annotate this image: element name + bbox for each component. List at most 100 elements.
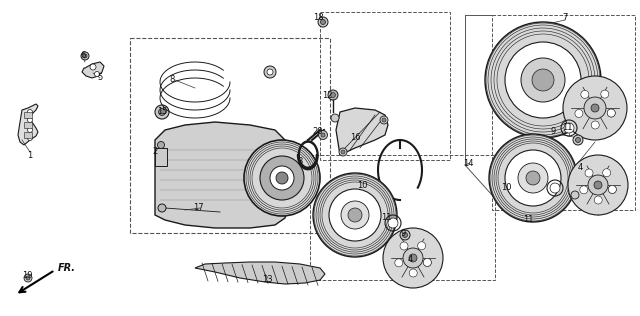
Circle shape bbox=[328, 90, 338, 100]
Circle shape bbox=[607, 109, 615, 117]
Circle shape bbox=[318, 17, 328, 27]
Text: 10: 10 bbox=[356, 181, 367, 191]
Circle shape bbox=[607, 109, 615, 117]
Bar bbox=[320, 12, 450, 160]
Circle shape bbox=[521, 58, 565, 102]
Circle shape bbox=[313, 173, 397, 257]
Circle shape bbox=[423, 258, 431, 266]
Circle shape bbox=[159, 108, 166, 116]
Circle shape bbox=[158, 204, 166, 212]
Circle shape bbox=[400, 242, 408, 250]
Circle shape bbox=[585, 169, 593, 177]
Circle shape bbox=[155, 105, 169, 119]
Text: 17: 17 bbox=[193, 203, 204, 211]
Circle shape bbox=[588, 175, 608, 195]
Circle shape bbox=[157, 142, 164, 149]
Text: 2: 2 bbox=[152, 148, 157, 156]
Circle shape bbox=[341, 201, 369, 229]
Circle shape bbox=[260, 156, 304, 200]
Circle shape bbox=[267, 69, 273, 75]
Circle shape bbox=[321, 133, 325, 137]
Circle shape bbox=[564, 123, 574, 133]
Text: 8: 8 bbox=[170, 76, 175, 84]
Circle shape bbox=[28, 127, 33, 132]
Circle shape bbox=[550, 183, 560, 193]
Circle shape bbox=[400, 230, 410, 240]
Circle shape bbox=[505, 42, 581, 118]
Text: 5: 5 bbox=[97, 74, 102, 82]
Circle shape bbox=[489, 134, 577, 222]
Text: 14: 14 bbox=[463, 159, 473, 167]
Bar bbox=[24, 112, 32, 118]
Circle shape bbox=[270, 166, 294, 190]
Circle shape bbox=[380, 116, 388, 124]
Circle shape bbox=[403, 248, 423, 268]
Polygon shape bbox=[155, 122, 290, 228]
Text: 18: 18 bbox=[313, 14, 323, 22]
Circle shape bbox=[418, 242, 426, 250]
Polygon shape bbox=[18, 104, 38, 145]
Circle shape bbox=[348, 208, 362, 222]
Circle shape bbox=[603, 169, 611, 177]
Bar bbox=[130, 38, 330, 233]
Text: 11: 11 bbox=[562, 124, 572, 132]
Circle shape bbox=[573, 135, 583, 145]
Polygon shape bbox=[82, 62, 104, 78]
Circle shape bbox=[24, 274, 32, 282]
Text: 13: 13 bbox=[262, 276, 272, 284]
Circle shape bbox=[83, 54, 87, 58]
Text: 12: 12 bbox=[322, 92, 332, 100]
Bar bbox=[24, 132, 32, 138]
Bar bbox=[155, 148, 167, 166]
Circle shape bbox=[90, 64, 96, 70]
Circle shape bbox=[329, 189, 381, 241]
Circle shape bbox=[383, 228, 443, 288]
Circle shape bbox=[568, 155, 628, 215]
Bar bbox=[310, 155, 495, 280]
Circle shape bbox=[244, 140, 320, 216]
Circle shape bbox=[276, 172, 288, 184]
Text: 11: 11 bbox=[381, 214, 391, 222]
Circle shape bbox=[339, 148, 347, 156]
Circle shape bbox=[563, 76, 627, 140]
Text: 6: 6 bbox=[80, 52, 86, 60]
Circle shape bbox=[575, 137, 580, 143]
Text: 10: 10 bbox=[500, 184, 511, 192]
Circle shape bbox=[423, 258, 431, 266]
Text: 3: 3 bbox=[298, 157, 303, 167]
Text: 11: 11 bbox=[523, 216, 533, 224]
Circle shape bbox=[526, 171, 540, 185]
Circle shape bbox=[321, 20, 326, 25]
Circle shape bbox=[580, 186, 588, 194]
Circle shape bbox=[532, 69, 554, 91]
Circle shape bbox=[264, 66, 276, 78]
Circle shape bbox=[601, 90, 609, 98]
Circle shape bbox=[28, 136, 33, 141]
Circle shape bbox=[409, 269, 417, 277]
Circle shape bbox=[331, 114, 339, 122]
Circle shape bbox=[341, 150, 345, 154]
Circle shape bbox=[388, 218, 398, 228]
Circle shape bbox=[609, 185, 616, 193]
Circle shape bbox=[28, 118, 33, 123]
Text: 15: 15 bbox=[157, 107, 167, 117]
Circle shape bbox=[403, 233, 408, 238]
Circle shape bbox=[319, 131, 328, 139]
Circle shape bbox=[591, 121, 599, 129]
Circle shape bbox=[485, 22, 601, 138]
Circle shape bbox=[409, 254, 417, 262]
Text: 1: 1 bbox=[28, 151, 33, 161]
Circle shape bbox=[330, 93, 335, 98]
Circle shape bbox=[395, 259, 403, 267]
Circle shape bbox=[26, 276, 30, 280]
Circle shape bbox=[505, 150, 561, 206]
Circle shape bbox=[591, 104, 599, 112]
Text: FR.: FR. bbox=[58, 263, 76, 273]
Text: 9: 9 bbox=[401, 228, 406, 238]
Polygon shape bbox=[336, 108, 388, 155]
Bar bbox=[492, 15, 635, 210]
Circle shape bbox=[518, 163, 548, 193]
Text: 4: 4 bbox=[408, 256, 413, 264]
Circle shape bbox=[382, 118, 386, 122]
Circle shape bbox=[581, 90, 589, 98]
